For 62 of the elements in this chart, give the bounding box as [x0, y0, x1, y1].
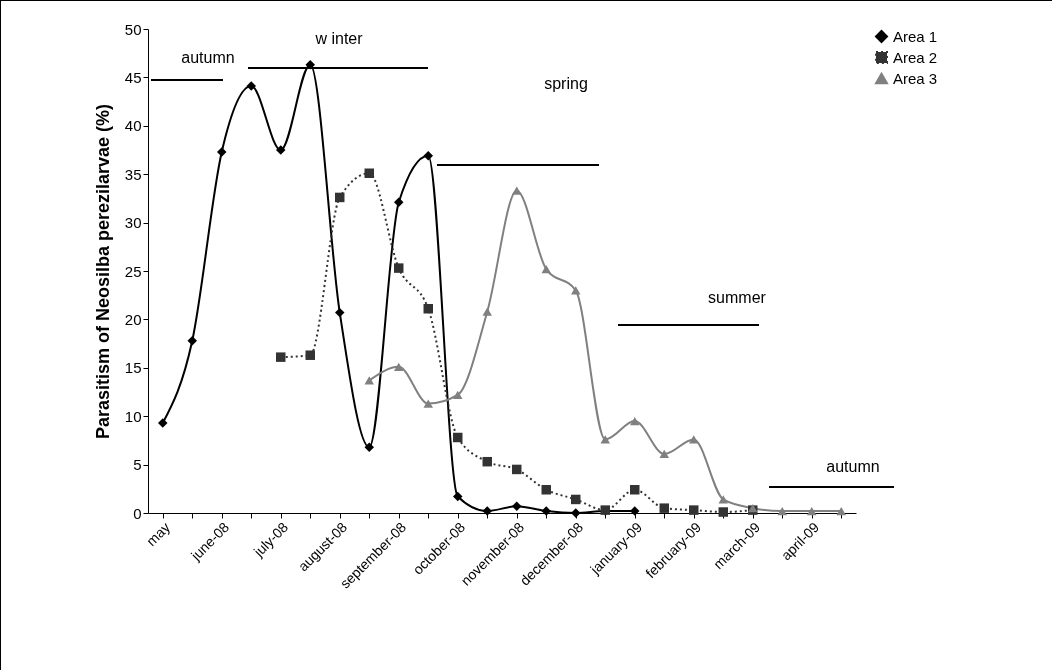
point	[187, 335, 197, 346]
legend-label: Area 1	[893, 27, 938, 45]
point	[512, 464, 522, 475]
point	[423, 151, 433, 161]
annotation: summer	[708, 289, 767, 306]
point	[482, 456, 492, 467]
point	[659, 503, 669, 513]
point	[512, 186, 522, 195]
point	[689, 435, 699, 444]
point	[276, 352, 286, 362]
y-tick-label: 45	[124, 68, 142, 86]
point	[423, 399, 433, 408]
y-tick-label: 30	[124, 214, 142, 232]
point	[364, 168, 374, 178]
point	[453, 390, 463, 400]
point	[335, 192, 345, 203]
point	[394, 263, 404, 273]
point	[600, 435, 610, 444]
y-tick-label: 15	[124, 359, 142, 377]
legend-label: Area 2	[893, 48, 938, 66]
point	[394, 197, 404, 208]
point	[335, 307, 345, 318]
point	[659, 449, 669, 459]
annotation: spring	[544, 75, 588, 92]
y-tick-label: 10	[124, 407, 142, 425]
point	[482, 307, 492, 316]
point	[541, 264, 551, 274]
annotation: w inter	[314, 30, 364, 47]
point	[158, 418, 168, 428]
point	[512, 501, 522, 511]
legend-label: Area 3	[893, 69, 938, 87]
point	[807, 506, 817, 516]
y-tick-label: 0	[133, 504, 142, 522]
point	[453, 491, 463, 502]
y-tick-label: 50	[124, 20, 142, 38]
x-tick-label: may	[143, 519, 174, 550]
point	[777, 506, 787, 516]
point	[482, 506, 492, 516]
point	[453, 432, 463, 443]
point	[836, 506, 846, 516]
annotation: autumn	[181, 49, 235, 66]
point	[364, 442, 374, 452]
annotation: autumn	[826, 458, 880, 475]
point	[718, 507, 728, 517]
y-tick-label: 35	[124, 165, 142, 183]
point	[246, 81, 256, 91]
point	[305, 350, 315, 360]
point	[689, 505, 699, 515]
y-tick-label: 5	[133, 456, 142, 474]
y-tick-label: 25	[124, 262, 142, 280]
y-tick-label: 40	[124, 117, 142, 135]
point	[394, 362, 404, 371]
point	[718, 495, 728, 504]
point	[630, 416, 640, 426]
point	[423, 304, 433, 314]
y-tick-label: 20	[124, 310, 142, 328]
point	[630, 485, 640, 495]
point	[541, 506, 551, 516]
y-axis-title: Parasitism of Neosilba perezilarvae (%)	[92, 103, 113, 440]
point	[571, 494, 581, 505]
point	[217, 147, 227, 157]
point	[541, 485, 551, 495]
